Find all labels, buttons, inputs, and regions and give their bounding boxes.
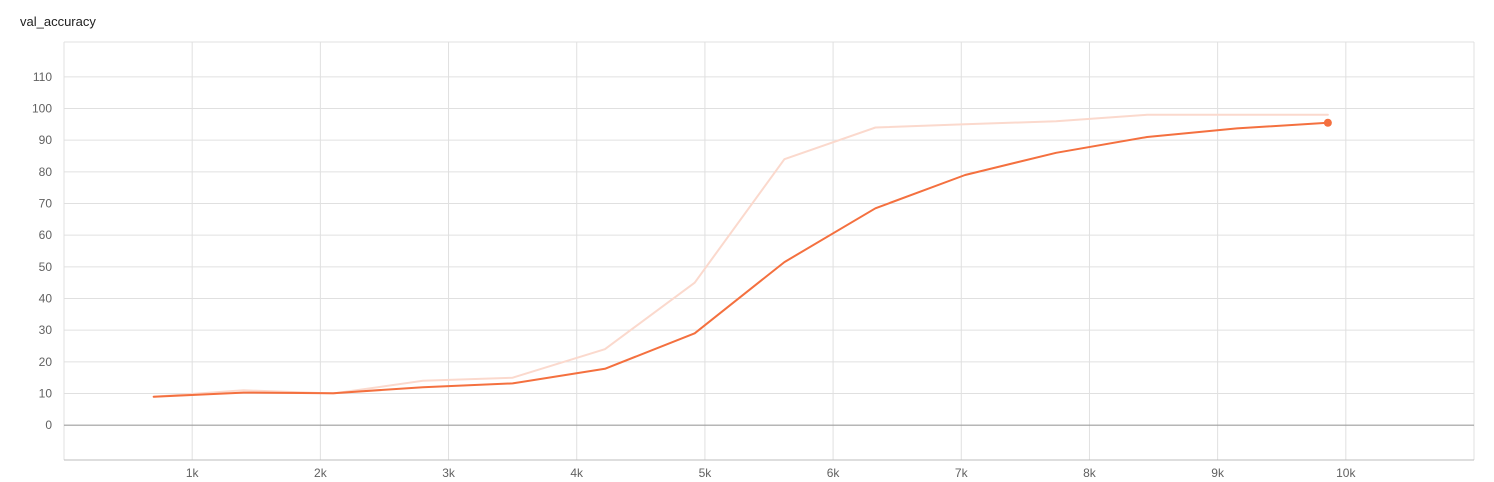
y-tick-label: 90 [39, 133, 53, 147]
chart-title: val_accuracy [20, 14, 96, 29]
last-value-marker [1323, 118, 1332, 127]
smoothed-series-line [152, 121, 1329, 398]
y-tick-label: 70 [39, 197, 53, 211]
x-tick-label: 1k [186, 466, 200, 480]
y-tick-label: 40 [39, 292, 53, 306]
x-tick-label: 5k [699, 466, 713, 480]
x-tick-label: 10k [1336, 466, 1356, 480]
y-tick-label: 60 [39, 228, 53, 242]
y-tick-label: 30 [39, 323, 53, 337]
x-tick-label: 9k [1211, 466, 1225, 480]
x-tick-label: 7k [955, 466, 969, 480]
y-tick-label: 10 [39, 387, 53, 401]
y-tick-label: 100 [32, 102, 52, 116]
x-tick-label: 4k [570, 466, 584, 480]
y-tick-label: 0 [45, 418, 52, 432]
y-tick-label: 80 [39, 165, 53, 179]
x-tick-label: 8k [1083, 466, 1097, 480]
x-tick-label: 2k [314, 466, 328, 480]
x-tick-label: 6k [827, 466, 841, 480]
raw-series-line [152, 113, 1329, 398]
y-tick-label: 20 [39, 355, 53, 369]
y-tick-label: 110 [33, 70, 52, 84]
x-tick-label: 3k [442, 466, 456, 480]
y-tick-label: 50 [39, 260, 53, 274]
